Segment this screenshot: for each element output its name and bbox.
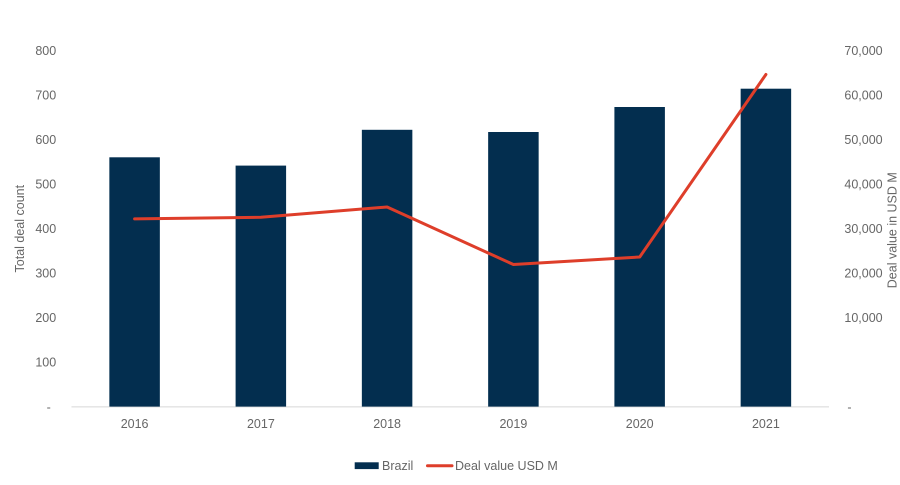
svg-text:10,000: 10,000 xyxy=(844,311,882,325)
svg-text:2021: 2021 xyxy=(752,417,780,431)
svg-text:800: 800 xyxy=(35,44,56,58)
svg-text:600: 600 xyxy=(35,133,56,147)
svg-text:300: 300 xyxy=(35,267,56,281)
svg-text:Deal value in USD M: Deal value in USD M xyxy=(885,172,899,288)
svg-text:2019: 2019 xyxy=(499,417,527,431)
svg-text:50,000: 50,000 xyxy=(844,133,882,147)
svg-text:200: 200 xyxy=(35,311,56,325)
svg-text:700: 700 xyxy=(35,88,56,102)
svg-text:-: - xyxy=(47,400,51,414)
svg-text:Deal value USD M: Deal value USD M xyxy=(455,459,558,473)
svg-text:60,000: 60,000 xyxy=(844,88,882,102)
svg-text:2018: 2018 xyxy=(373,417,401,431)
svg-text:40,000: 40,000 xyxy=(844,178,882,192)
svg-text:Total deal count: Total deal count xyxy=(13,184,27,272)
svg-text:2020: 2020 xyxy=(626,417,654,431)
svg-text:20,000: 20,000 xyxy=(844,267,882,281)
svg-text:30,000: 30,000 xyxy=(844,222,882,236)
svg-text:2017: 2017 xyxy=(247,417,275,431)
svg-text:Brazil: Brazil xyxy=(382,459,413,473)
svg-text:500: 500 xyxy=(35,178,56,192)
svg-text:-: - xyxy=(847,400,851,414)
svg-text:400: 400 xyxy=(35,222,56,236)
svg-text:2016: 2016 xyxy=(121,417,149,431)
svg-text:70,000: 70,000 xyxy=(844,44,882,58)
svg-text:100: 100 xyxy=(35,356,56,370)
